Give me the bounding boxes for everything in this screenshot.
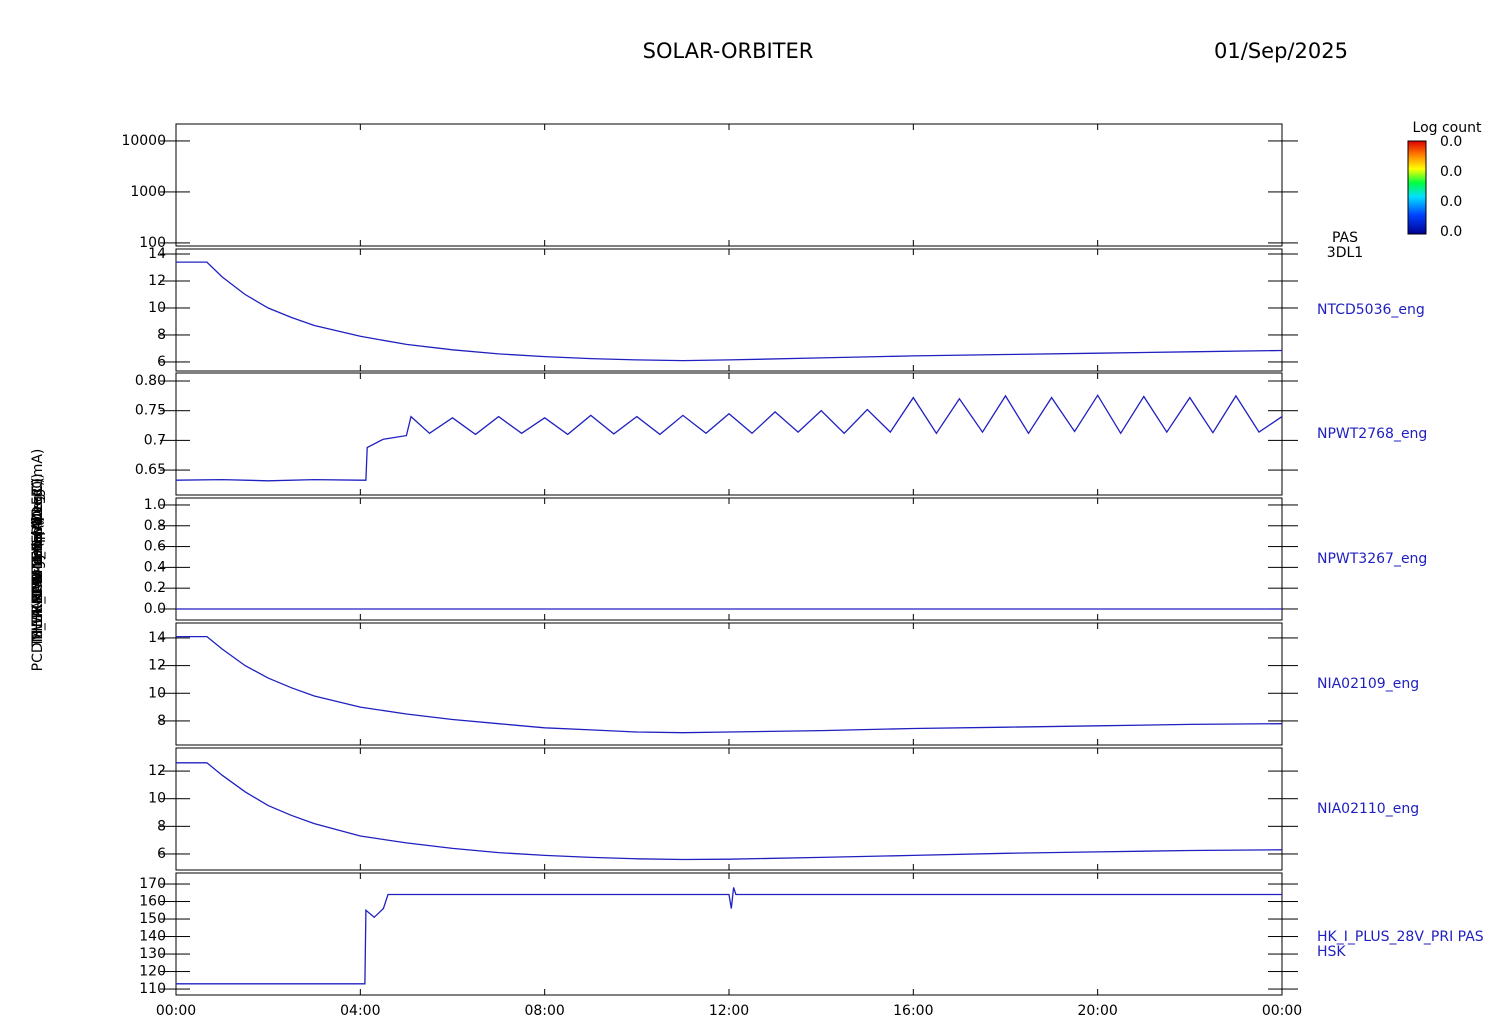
series-label: NPWT2768_eng — [1317, 426, 1427, 442]
y-tick-label: 12 — [148, 763, 166, 779]
colorbar-label: 0.0 — [1440, 134, 1462, 150]
y-tick-label: 0.8 — [144, 518, 166, 534]
data-line — [176, 887, 1282, 985]
x-tick-label: 00:00 — [156, 1003, 196, 1019]
y-tick-label: 12 — [148, 273, 166, 289]
colorbar-label: 0.0 — [1440, 164, 1462, 180]
data-line — [176, 762, 1283, 861]
y-tick-label: 12 — [148, 658, 166, 674]
y-tick-label: 100 — [139, 235, 166, 251]
y-tick-label: 10 — [148, 300, 166, 316]
colorbar-title: Log count — [1413, 120, 1482, 136]
y-tick-label: 130 — [139, 946, 166, 962]
y-tick-label: 10000 — [121, 133, 166, 149]
panel-frame — [175, 123, 1283, 247]
y-tick-label: 10 — [148, 685, 166, 701]
y-tick-label: 0.80 — [135, 373, 166, 389]
series-label: HSK — [1317, 944, 1346, 960]
x-tick-label: 12:00 — [709, 1003, 749, 1019]
y-tick-label: 110 — [139, 981, 166, 997]
y-axis-label: THERMCB Temp (DegC) — [30, 478, 46, 643]
y-tick-label: 0.6 — [144, 539, 166, 555]
panel-label: PAS — [1332, 230, 1358, 246]
y-tick-label: 160 — [139, 894, 166, 910]
series-label: NIA02109_eng — [1317, 676, 1419, 692]
panel-frame — [175, 872, 1283, 996]
date: 01/Sep/2025 — [1214, 39, 1348, 63]
colorbar-label: 0.0 — [1440, 194, 1462, 210]
y-tick-label: 0.65 — [135, 462, 166, 478]
y-tick-label: 150 — [139, 911, 166, 927]
panel-frame — [175, 622, 1283, 746]
y-tick-label: 0.0 — [144, 601, 166, 617]
y-tick-label: 140 — [139, 929, 166, 945]
y-axis-label: RPW-LFR (A) — [30, 516, 46, 603]
y-tick-label: 1.0 — [144, 497, 166, 513]
y-tick-label: 10 — [148, 791, 166, 807]
y-axis-label: PCDM_HK_IMON_PERMLFR (mA) — [30, 449, 46, 672]
y-tick-label: 170 — [139, 876, 166, 892]
panel-frame — [175, 497, 1283, 621]
x-tick-label: 00:00 — [1262, 1003, 1302, 1019]
y-tick-label: 0.4 — [144, 559, 166, 575]
y-tick-label: 0.7 — [144, 432, 166, 448]
panel-frame — [175, 372, 1283, 496]
colorbar — [1407, 140, 1427, 235]
data-line — [176, 635, 1283, 734]
series-label: NPWT3267_eng — [1317, 551, 1427, 567]
y-tick-label: 0.2 — [144, 580, 166, 596]
x-tick-label: 16:00 — [893, 1003, 933, 1019]
panel-label: 3DL1 — [1327, 245, 1363, 261]
data-line — [176, 261, 1283, 362]
series-label: NIA02110_eng — [1317, 801, 1419, 817]
x-tick-label: 04:00 — [340, 1003, 380, 1019]
title: SOLAR-ORBITER — [643, 39, 814, 63]
data-line — [175, 394, 1283, 482]
y-axis-label: THERMCA4 Temp (DegC) — [30, 473, 46, 647]
x-tick-label: 20:00 — [1077, 1003, 1117, 1019]
y-tick-label: 14 — [148, 246, 166, 262]
series-label: HK_I_PLUS_28V_PRI PAS — [1317, 929, 1484, 945]
x-tick-label: 08:00 — [524, 1003, 564, 1019]
colorbar-label: 0.0 — [1440, 224, 1462, 240]
y-tick-label: 14 — [148, 630, 166, 646]
y-tick-label: 120 — [139, 964, 166, 980]
y-axis-label: SWA-EAS Temp (DegC) — [30, 481, 46, 640]
series-label: NTCD5036_eng — [1317, 302, 1425, 318]
y-tick-label: 1000 — [130, 184, 166, 200]
y-axis-label: Energy (eV) — [30, 519, 46, 602]
y-axis-label: RPW-TDS (A) — [30, 516, 46, 604]
y-tick-label: 0.75 — [135, 403, 166, 419]
